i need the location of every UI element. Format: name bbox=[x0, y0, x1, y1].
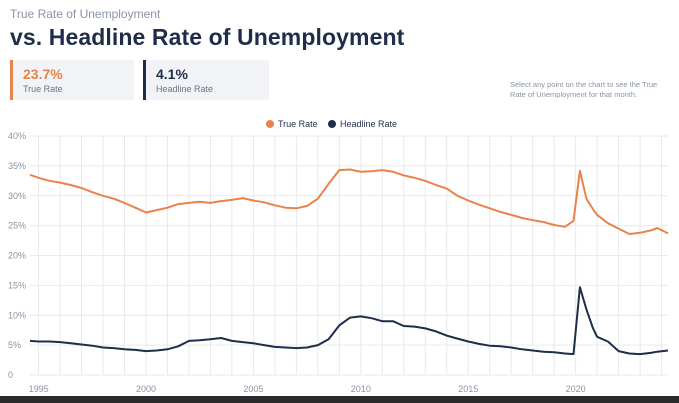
x-tick-label: 2020 bbox=[566, 384, 586, 394]
y-tick-label: 40% bbox=[8, 131, 26, 141]
y-tick-label: 35% bbox=[8, 161, 26, 171]
x-tick-label: 2015 bbox=[458, 384, 478, 394]
x-tick-label: 2000 bbox=[136, 384, 156, 394]
page-subtitle: True Rate of Unemployment bbox=[10, 7, 161, 21]
bottom-strip bbox=[0, 396, 679, 403]
x-tick-label: 1995 bbox=[29, 384, 49, 394]
unemployment-line-chart[interactable]: 0 5% 10% 15% 20% 25% 30% 35% 40% 1995 2000 2005 2010… bbox=[0, 112, 679, 396]
y-tick-label: 30% bbox=[8, 191, 26, 201]
chart-hint-text: Select any point on the chart to see the… bbox=[510, 80, 658, 99]
page-title: vs. Headline Rate of Unemployment bbox=[10, 24, 405, 50]
x-tick-label: 2005 bbox=[243, 384, 263, 394]
true-rate-stat-card[interactable]: 23.7% True Rate bbox=[10, 60, 134, 100]
headline-rate-label: Headline Rate bbox=[156, 84, 214, 94]
x-tick-label: 2010 bbox=[351, 384, 371, 394]
y-tick-label: 10% bbox=[8, 310, 26, 320]
y-tick-label: 5% bbox=[8, 340, 21, 350]
true-rate-label: True Rate bbox=[23, 84, 63, 94]
headline-rate-stat-card[interactable]: 4.1% Headline Rate bbox=[143, 60, 269, 100]
legend-marker bbox=[266, 120, 274, 128]
series-line bbox=[29, 168, 669, 235]
y-tick-label: 20% bbox=[8, 251, 26, 261]
true-rate-value: 23.7% bbox=[23, 66, 63, 82]
legend-marker bbox=[328, 120, 336, 128]
y-tick-label: 15% bbox=[8, 280, 26, 290]
series-line bbox=[29, 286, 669, 356]
legend-label: True Rate bbox=[278, 119, 318, 129]
y-tick-label: 0 bbox=[8, 370, 13, 380]
headline-rate-value: 4.1% bbox=[156, 66, 188, 82]
legend-label: Headline Rate bbox=[340, 119, 397, 129]
y-tick-label: 25% bbox=[8, 221, 26, 231]
